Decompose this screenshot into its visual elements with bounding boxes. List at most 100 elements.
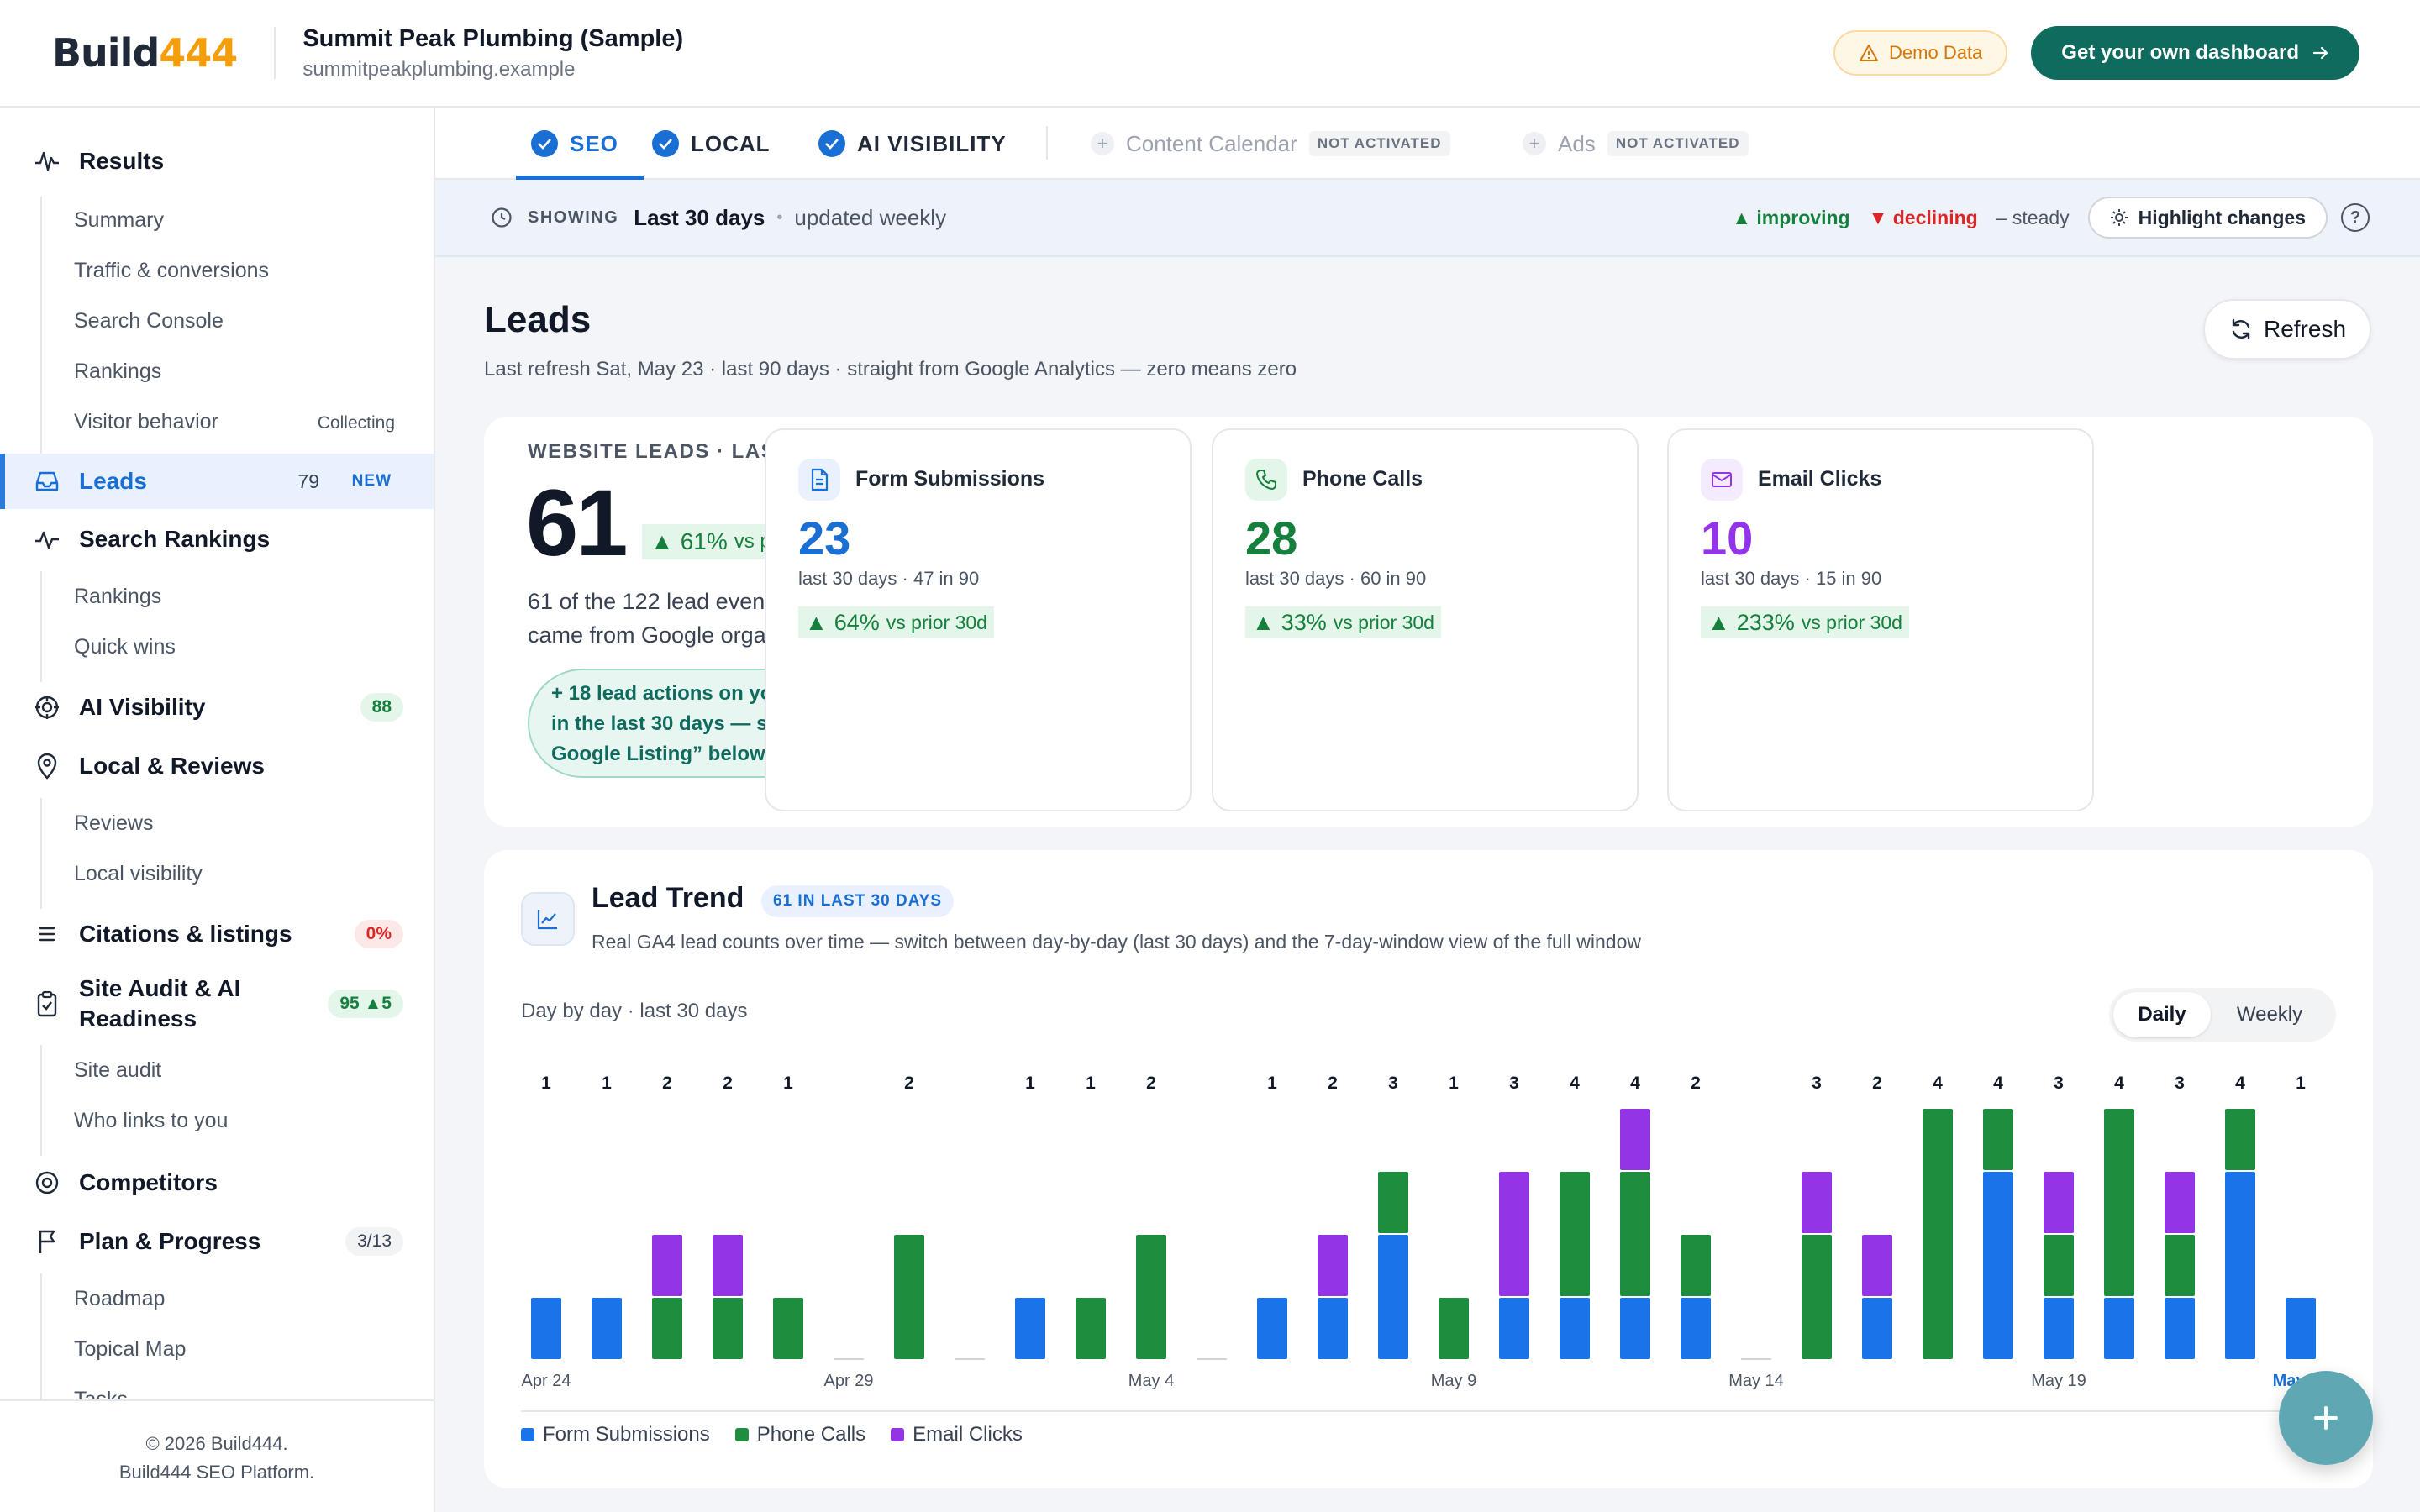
radar-icon bbox=[32, 1168, 62, 1198]
flag-icon bbox=[32, 1226, 62, 1257]
date-range[interactable]: Last 30 days bbox=[634, 204, 765, 230]
legend-item[interactable]: Phone Calls bbox=[734, 1423, 865, 1446]
highlight-changes-button[interactable]: Highlight changes bbox=[2087, 197, 2328, 239]
bar-segment bbox=[1862, 1235, 1892, 1296]
sidebar-label: Citations & listings bbox=[79, 921, 292, 947]
sidebar-item-citations[interactable]: Citations & listings 0% bbox=[0, 909, 434, 959]
sidebar-sub-search-console[interactable]: Search Console bbox=[74, 309, 224, 333]
bar-segment bbox=[2165, 1298, 2195, 1359]
sidebar-item-search-rankings[interactable]: Search Rankings bbox=[0, 514, 434, 564]
bar-segment bbox=[1681, 1235, 1711, 1296]
bar-total-label: 2 bbox=[662, 1074, 672, 1093]
tab-seo[interactable]: SEO bbox=[516, 108, 644, 180]
refresh-icon bbox=[2232, 318, 2250, 340]
bar-segment bbox=[1620, 1109, 1650, 1170]
sidebar-item-competitors[interactable]: Competitors bbox=[0, 1158, 434, 1208]
metric-delta: ▲ 233% vs prior 30d bbox=[1701, 606, 1909, 638]
get-dashboard-button[interactable]: Get your own dashboard bbox=[2031, 26, 2360, 80]
cta-label: Get your own dashboard bbox=[2061, 41, 2299, 64]
trend-legend: ▲ improving ▼ declining – steady Highlig… bbox=[1732, 197, 2328, 239]
x-tick-label: May 4 bbox=[1128, 1372, 1174, 1390]
tab-ads[interactable]: + Ads NOT ACTIVATED bbox=[1523, 108, 1749, 180]
sidebar-item-leads[interactable]: Leads 79 NEW bbox=[0, 454, 434, 509]
bar-segment bbox=[1620, 1172, 1650, 1296]
sidebar-sub-reviews[interactable]: Reviews bbox=[74, 811, 154, 835]
bar-segment bbox=[2286, 1298, 2316, 1359]
sidebar: Results Summary Traffic & conversions Se… bbox=[0, 108, 435, 1512]
lead-trend-chart: 1 1 2 2 1 2 1 1 2 1 2 3 1 3 4 4 2 3 2 4 4 3 4 3 4 1 Apr 24 Apr 29 Ma… bbox=[521, 1074, 2336, 1412]
refresh-button[interactable]: Refresh bbox=[2203, 299, 2371, 360]
metric-title: Email Clicks bbox=[1758, 467, 1882, 491]
build444-logo[interactable]: Build444 bbox=[52, 30, 238, 76]
sidebar-sub-rankings[interactable]: Rankings bbox=[74, 360, 162, 383]
metric-subtext: last 30 days · 15 in 90 bbox=[1701, 568, 1882, 589]
sidebar-sub-quick-wins[interactable]: Quick wins bbox=[74, 635, 176, 659]
phone-calls-card: Phone Calls 28 last 30 days · 60 in 90 ▲… bbox=[1212, 428, 1639, 811]
email-clicks-card: Email Clicks 10 last 30 days · 15 in 90 … bbox=[1667, 428, 2094, 811]
logo-text: Build bbox=[52, 30, 160, 76]
sidebar-sub-backlinks[interactable]: Who links to you bbox=[74, 1109, 229, 1132]
check-icon bbox=[818, 130, 845, 157]
toggle-daily[interactable]: Daily bbox=[2113, 992, 2211, 1037]
sidebar-item-ai-visibility[interactable]: AI Visibility 88 bbox=[0, 682, 434, 732]
metric-subtext: last 30 days · 60 in 90 bbox=[1245, 568, 1427, 589]
check-icon bbox=[531, 130, 558, 157]
sidebar-item-plan-progress[interactable]: Plan & Progress 3/13 bbox=[0, 1216, 434, 1267]
date-range-bar: SHOWING Last 30 days • updated weekly ▲ … bbox=[435, 180, 2420, 257]
x-tick-label: Apr 29 bbox=[824, 1372, 874, 1390]
legend-item[interactable]: Email Clicks bbox=[891, 1423, 1023, 1446]
help-icon[interactable]: ? bbox=[2341, 203, 2370, 232]
check-icon bbox=[652, 130, 679, 157]
highlight-label: Highlight changes bbox=[2138, 206, 2306, 228]
sidebar-sub-summary[interactable]: Summary bbox=[74, 208, 164, 232]
bar-total-label: 1 bbox=[2296, 1074, 2306, 1093]
bar-segment bbox=[1378, 1172, 1408, 1233]
sidebar-item-site-audit[interactable]: Site Audit & AI Readiness 95 ▲5 bbox=[0, 971, 434, 1037]
up-triangle-icon: ▲ bbox=[805, 609, 828, 635]
sidebar-sub-site-audit[interactable]: Site audit bbox=[74, 1058, 162, 1082]
plus-icon: + bbox=[1523, 132, 1546, 155]
sidebar-sub-tasks[interactable]: Tasks bbox=[74, 1388, 128, 1399]
tab-local[interactable]: LOCAL bbox=[652, 108, 771, 180]
sidebar-sub-local-visibility[interactable]: Local visibility bbox=[74, 862, 203, 885]
inbox-icon bbox=[32, 466, 62, 496]
sidebar-sub-topical-map[interactable]: Topical Map bbox=[74, 1337, 187, 1361]
bar-segment bbox=[2165, 1235, 2195, 1296]
bar-total-label: 1 bbox=[1449, 1074, 1459, 1093]
sidebar-label: Search Rankings bbox=[79, 526, 271, 552]
bar-segment bbox=[1076, 1298, 1106, 1359]
line-chart-icon bbox=[521, 892, 575, 946]
site-url: summitpeakplumbing.example bbox=[302, 57, 576, 81]
bar-segment bbox=[1620, 1298, 1650, 1359]
legend-label: Form Submissions bbox=[543, 1423, 710, 1446]
legend-item[interactable]: Form Submissions bbox=[521, 1423, 710, 1446]
delta-value: 33% bbox=[1281, 609, 1327, 635]
metric-value: 28 bbox=[1245, 512, 1298, 564]
bar-segment bbox=[2225, 1172, 2255, 1359]
delta-suffix: vs prior 30d bbox=[1801, 611, 1902, 633]
bar-total-label: 1 bbox=[1086, 1074, 1096, 1093]
trend-title: Lead Trend bbox=[592, 882, 744, 914]
tab-content-calendar[interactable]: + Content Calendar NOT ACTIVATED bbox=[1091, 108, 1450, 180]
bar-segment bbox=[1136, 1235, 1166, 1359]
sidebar-sub-traffic[interactable]: Traffic & conversions bbox=[74, 259, 270, 282]
tab-ai-visibility[interactable]: AI VISIBILITY bbox=[818, 108, 1007, 180]
lead-trend-card: Lead Trend 61 IN LAST 30 DAYS Real GA4 l… bbox=[484, 850, 2373, 1488]
warning-icon bbox=[1860, 45, 1879, 61]
bar-segment bbox=[2104, 1109, 2134, 1296]
toggle-weekly[interactable]: Weekly bbox=[2236, 1003, 2303, 1026]
sidebar-sub-rankings-2[interactable]: Rankings bbox=[74, 585, 162, 608]
bar-segment bbox=[773, 1298, 803, 1359]
bar-segment bbox=[2165, 1172, 2195, 1233]
bar-segment bbox=[2044, 1298, 2074, 1359]
platform-name: Build444 SEO Platform. bbox=[118, 1462, 315, 1483]
delta-suffix: vs prior 30d bbox=[886, 611, 987, 633]
tab-label: AI VISIBILITY bbox=[857, 130, 1007, 156]
sidebar-item-results[interactable]: Results bbox=[0, 136, 434, 186]
up-triangle-icon: ▲ bbox=[1707, 609, 1730, 635]
add-fab-button[interactable] bbox=[2279, 1371, 2373, 1465]
sidebar-item-local-reviews[interactable]: Local & Reviews bbox=[0, 741, 434, 791]
tab-label: Content Calendar bbox=[1126, 130, 1297, 156]
sidebar-sub-visitor-behavior[interactable]: Visitor behavior bbox=[74, 410, 218, 433]
sidebar-sub-roadmap[interactable]: Roadmap bbox=[74, 1287, 166, 1310]
